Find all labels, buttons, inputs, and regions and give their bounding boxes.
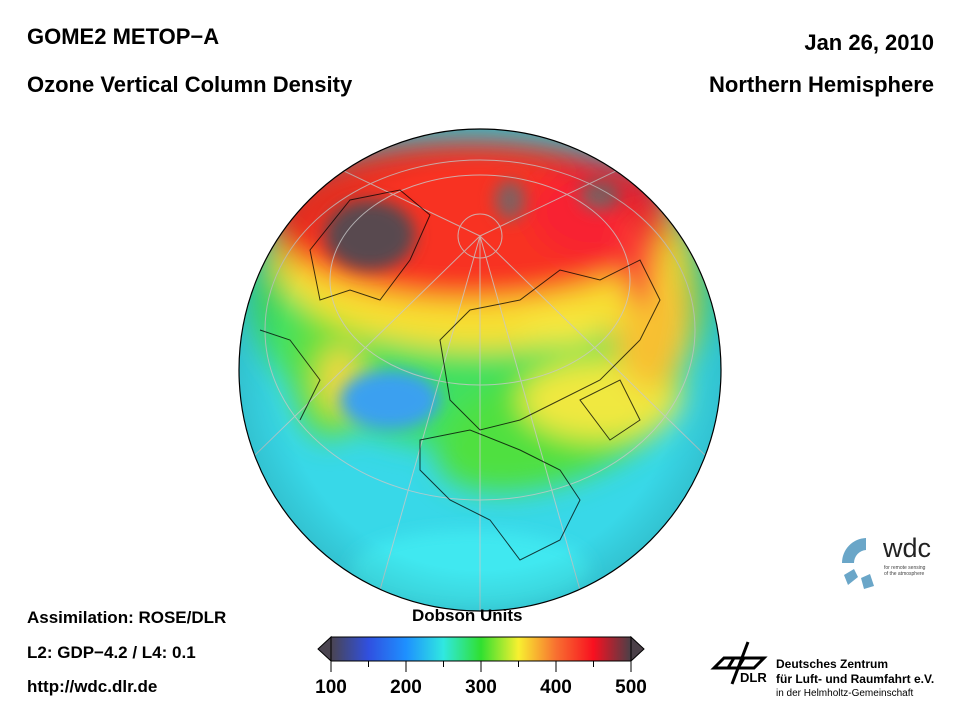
colorbar-gradient [330, 636, 632, 662]
colorbar-tick: 500 [615, 677, 647, 698]
wdc-logo: wdc for remote sensing of the atmosphere [836, 533, 946, 595]
colorbar-min-arrow [317, 635, 332, 663]
wdc-logo-mark [842, 538, 874, 589]
region-label: Northern Hemisphere [709, 72, 934, 97]
wdc-name: wdc [883, 533, 932, 563]
colorbar-max-arrow [630, 635, 645, 663]
instrument-title: GOME2 METOP−A [27, 24, 220, 49]
colorbar [317, 635, 645, 672]
colorbar-tick: 400 [540, 677, 572, 698]
website-link[interactable]: http://wdc.dlr.de [27, 677, 158, 696]
colorbar-title: Dobson Units [412, 606, 523, 625]
dlr-name-line2: für Luft- und Raumfahrt e.V. [776, 672, 935, 686]
colorbar-tick: 100 [315, 677, 347, 698]
colorbar-tick: 300 [465, 677, 497, 698]
assimilation-label: Assimilation: ROSE/DLR [27, 608, 227, 627]
product-title: Ozone Vertical Column Density [27, 72, 353, 97]
date-label: Jan 26, 2010 [804, 30, 934, 55]
wdc-subtitle-line: of the atmosphere [884, 571, 925, 577]
dlr-abbr: DLR [740, 670, 767, 685]
dlr-logo-mark [710, 641, 768, 685]
wdc-subtitle: for remote sensing of the atmosphere [884, 565, 925, 577]
dlr-name-line1: Deutsches Zentrum [776, 657, 889, 671]
version-label: L2: GDP−4.2 / L4: 0.1 [27, 643, 196, 662]
colorbar-tick: 200 [390, 677, 422, 698]
dlr-name-line3: in der Helmholtz-Gemeinschaft [776, 688, 914, 699]
wdc-subtitle-line: for remote sensing [884, 565, 926, 571]
dlr-logo: DLR Deutsches Zentrum für Luft- und Raum… [710, 640, 950, 710]
